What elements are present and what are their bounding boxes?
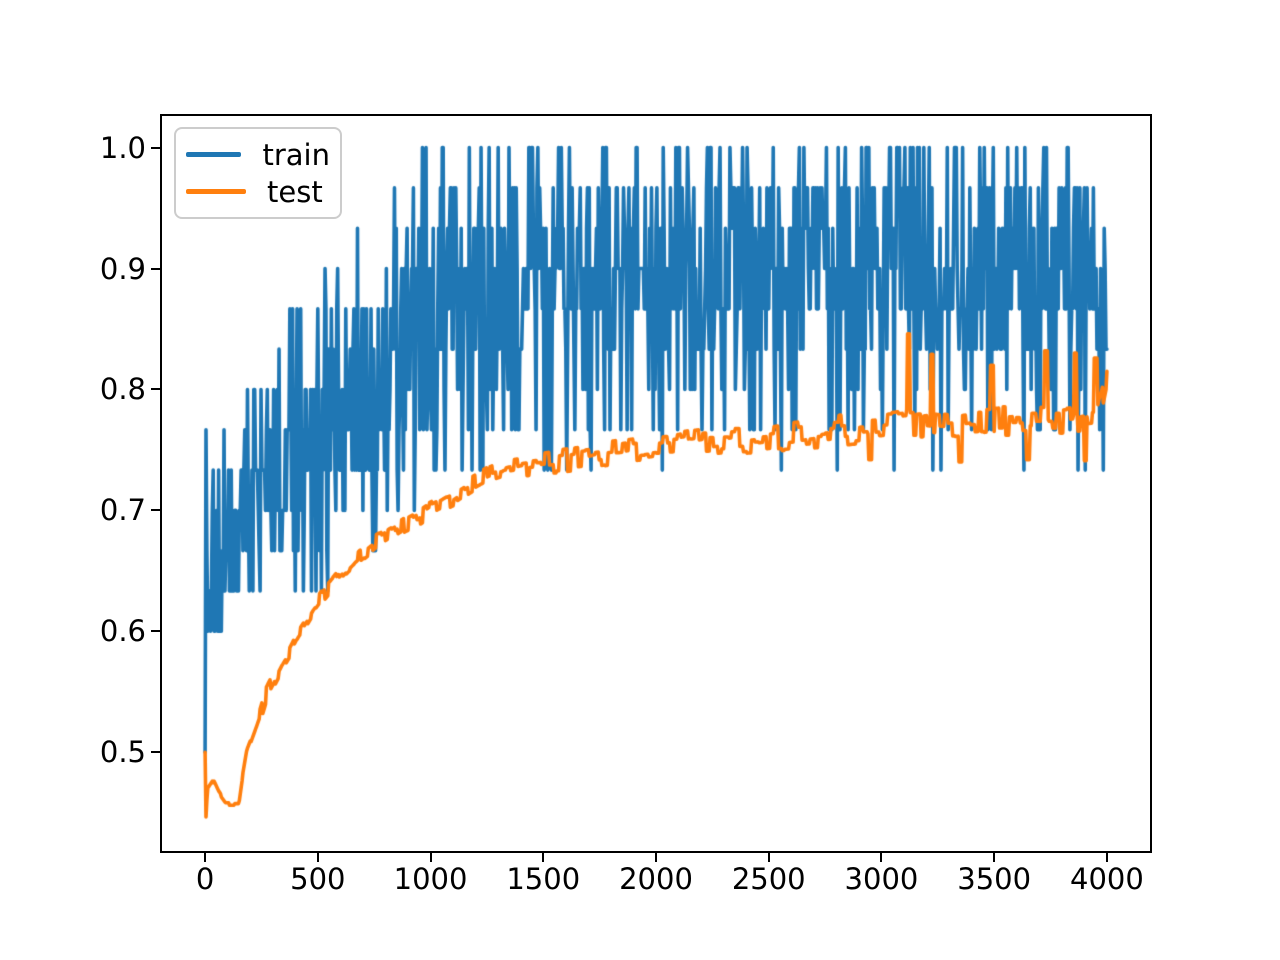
legend-item-train: train: [186, 136, 330, 173]
x-tick-mark: [767, 853, 770, 862]
y-tick-mark: [151, 751, 160, 754]
x-tick-label: 3500: [957, 862, 1032, 896]
y-tick-label: 0.7: [99, 493, 146, 528]
x-tick-label: 1500: [506, 862, 581, 896]
x-tick-mark: [1105, 853, 1108, 862]
x-tick-mark: [204, 853, 207, 862]
x-tick-label: 3000: [844, 862, 919, 896]
legend-label-test: test: [267, 174, 323, 209]
legend-label-train: train: [262, 137, 330, 172]
y-tick-mark: [151, 388, 160, 391]
x-tick-mark: [655, 853, 657, 862]
x-tick-mark: [880, 853, 883, 862]
x-tick-label: 4000: [1070, 862, 1144, 896]
y-tick-label: 0.6: [99, 614, 146, 649]
x-tick-label: 1000: [393, 862, 468, 896]
y-tick-mark: [151, 146, 160, 149]
x-tick-label: 2000: [619, 862, 693, 896]
y-tick-label: 1.0: [99, 130, 146, 165]
y-tick-label: 0.8: [99, 372, 146, 407]
x-tick-mark: [429, 853, 432, 862]
y-tick-mark: [151, 630, 160, 633]
x-tick-label: 2500: [731, 862, 806, 896]
y-tick-label: 0.5: [99, 735, 146, 770]
train-line-swatch: [186, 152, 242, 157]
x-tick-label: 0: [195, 862, 215, 896]
x-tick-mark: [542, 853, 545, 862]
y-tick-mark: [151, 267, 160, 270]
chart-canvas: [160, 114, 1152, 853]
legend-item-test: test: [186, 173, 330, 210]
x-tick-mark: [993, 853, 996, 862]
test-line-swatch: [186, 189, 246, 194]
legend: train test: [174, 127, 342, 219]
y-tick-mark: [151, 509, 160, 512]
x-tick-label: 500: [290, 862, 346, 896]
y-tick-label: 0.9: [99, 251, 146, 286]
x-tick-mark: [316, 853, 319, 862]
